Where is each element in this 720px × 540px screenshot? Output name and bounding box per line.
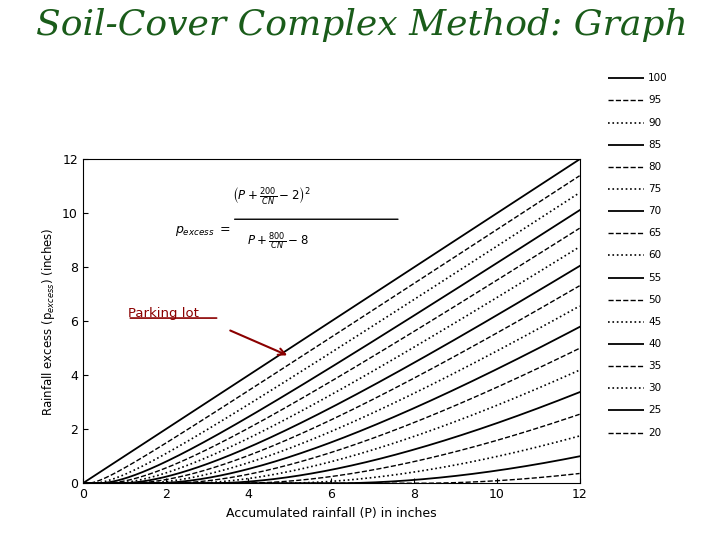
Text: $\left(P + \frac{200}{CN} - 2\right)^2$: $\left(P + \frac{200}{CN} - 2\right)^2$ bbox=[232, 185, 311, 206]
Text: 55: 55 bbox=[648, 273, 661, 282]
Y-axis label: Rainfall excess (p$_{excess}$) (inches): Rainfall excess (p$_{excess}$) (inches) bbox=[40, 227, 56, 416]
Text: 95: 95 bbox=[648, 96, 661, 105]
Text: 80: 80 bbox=[648, 162, 661, 172]
Text: 100: 100 bbox=[648, 73, 667, 83]
Text: Soil-Cover Complex Method: Graph: Soil-Cover Complex Method: Graph bbox=[36, 8, 688, 42]
Text: 30: 30 bbox=[648, 383, 661, 393]
X-axis label: Accumulated rainfall (P) in inches: Accumulated rainfall (P) in inches bbox=[226, 507, 436, 519]
Text: 70: 70 bbox=[648, 206, 661, 216]
Text: Parking lot: Parking lot bbox=[127, 307, 199, 320]
Text: 35: 35 bbox=[648, 361, 661, 371]
Text: 40: 40 bbox=[648, 339, 661, 349]
Text: $p_{excess}\ =$: $p_{excess}\ =$ bbox=[175, 224, 230, 238]
Text: 85: 85 bbox=[648, 140, 661, 150]
Text: 65: 65 bbox=[648, 228, 661, 238]
Text: 20: 20 bbox=[648, 428, 661, 437]
Text: $P + \frac{800}{CN} - 8$: $P + \frac{800}{CN} - 8$ bbox=[247, 231, 308, 252]
Text: 75: 75 bbox=[648, 184, 661, 194]
Text: 50: 50 bbox=[648, 295, 661, 305]
Text: 25: 25 bbox=[648, 406, 661, 415]
Text: 60: 60 bbox=[648, 251, 661, 260]
Text: 45: 45 bbox=[648, 317, 661, 327]
Text: 90: 90 bbox=[648, 118, 661, 127]
